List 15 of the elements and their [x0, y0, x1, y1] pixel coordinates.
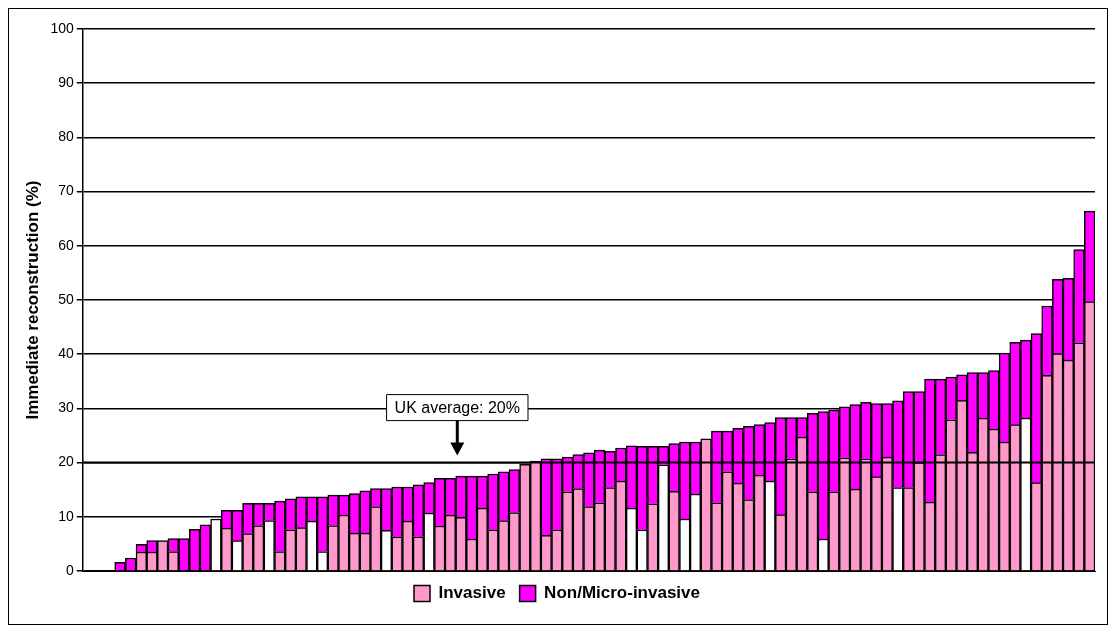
y-tick-label: 30: [58, 399, 74, 416]
y-tick-label: 20: [58, 453, 74, 470]
y-tick-label: 50: [58, 290, 74, 307]
y-tick-label: 0: [65, 561, 74, 578]
legend-label: Non/Micro-invasive: [544, 583, 700, 603]
y-tick-label: 100: [50, 19, 74, 36]
ref-line-label: UK average: 20%: [394, 399, 520, 417]
legend-label: Invasive: [438, 583, 506, 603]
y-tick-label: 40: [58, 345, 74, 362]
y-tick-label: 60: [58, 236, 74, 253]
y-axis-title: Immediate reconstruction (%): [22, 180, 42, 420]
y-tick-label: 70: [58, 182, 74, 199]
y-tick-label: 10: [58, 507, 74, 524]
y-tick-label: 90: [58, 74, 74, 91]
y-tick-label: 80: [58, 128, 74, 145]
